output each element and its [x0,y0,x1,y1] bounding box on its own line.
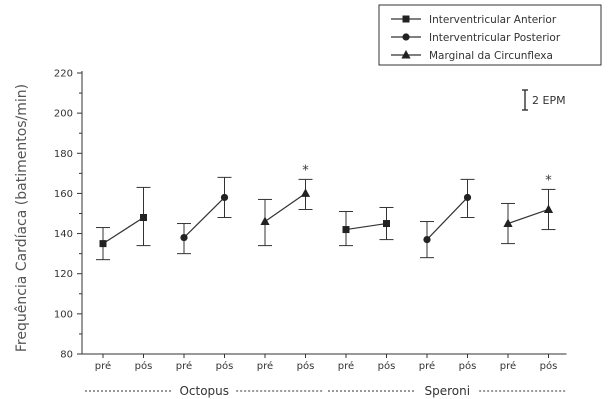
data-point [543,204,554,213]
x-axis-ticks: pré pós pré pós pré pós pré pós pré pós pré pós [95,354,558,372]
legend-marker [401,50,411,59]
series-line [507,208,549,225]
significance-marker: * [545,173,552,188]
group-label: Speroni [424,384,470,398]
x-tick-label: pré [419,360,435,372]
data-point [463,193,472,202]
y-axis-label: Frequência Cardíaca (batimentos/min) [14,84,30,352]
x-tick-label: pré [95,360,111,372]
group-label: Octopus [179,384,229,398]
y-tick-label: 220 [54,69,73,80]
series-circle [177,176,232,255]
series-line [345,222,387,231]
legend-marker [402,33,410,41]
data-point [260,216,270,226]
y-tick-label: 200 [54,109,73,120]
x-tick-label: pós [459,360,477,372]
legend-marker [402,15,410,23]
y-tick-label: 120 [54,269,73,280]
x-tick-label: pós [378,360,396,372]
series-line [426,197,468,241]
x-tick-label: pré [257,360,273,372]
data-point [140,214,147,222]
y-tick-label: 180 [54,149,73,160]
data-point [99,240,107,248]
x-tick-label: pós [297,360,315,372]
series-line [102,217,144,245]
legend-label: Interventricular Posterior [429,32,561,44]
series-triangle [258,178,313,247]
legend-label: Marginal da Circunflexa [429,50,553,62]
legend: Interventricular Anterior Interventricula… [378,4,602,66]
data-point [180,233,188,242]
y-tick-label: 140 [54,229,73,240]
x-tick-label: pré [338,360,354,372]
series-triangle [501,188,556,245]
significance-marker: * [302,163,309,178]
x-tick-label: pré [176,360,192,372]
x-tick-label: pós [135,360,153,372]
data-point [503,218,513,228]
annotations: ** [302,163,552,188]
data-point [220,193,229,202]
data-point [423,235,431,244]
data-series [96,176,556,261]
series-square [96,186,151,261]
group-labels: Octopus Speroni [85,384,567,398]
y-tick-label: 100 [54,309,73,320]
data-point [383,220,390,228]
y-tick-label: 160 [54,189,73,200]
errorbar-legend-label: 2 EPM [532,94,566,107]
y-axis-ticks: 80 100 120 140 160 180 200 220 [54,69,82,361]
x-tick-label: pós [540,360,558,372]
chart-axes [81,71,567,355]
series-line [183,197,225,239]
series-line [264,192,306,223]
series-circle [420,178,475,259]
legend-label: Interventricular Anterior [429,14,557,26]
x-tick-label: pós [216,360,234,372]
series-square [339,206,394,247]
y-tick-label: 80 [60,350,73,361]
data-point [342,226,350,234]
errorbar-legend: 2 EPM [522,89,566,111]
x-tick-label: pré [500,360,516,372]
data-point [300,188,311,197]
